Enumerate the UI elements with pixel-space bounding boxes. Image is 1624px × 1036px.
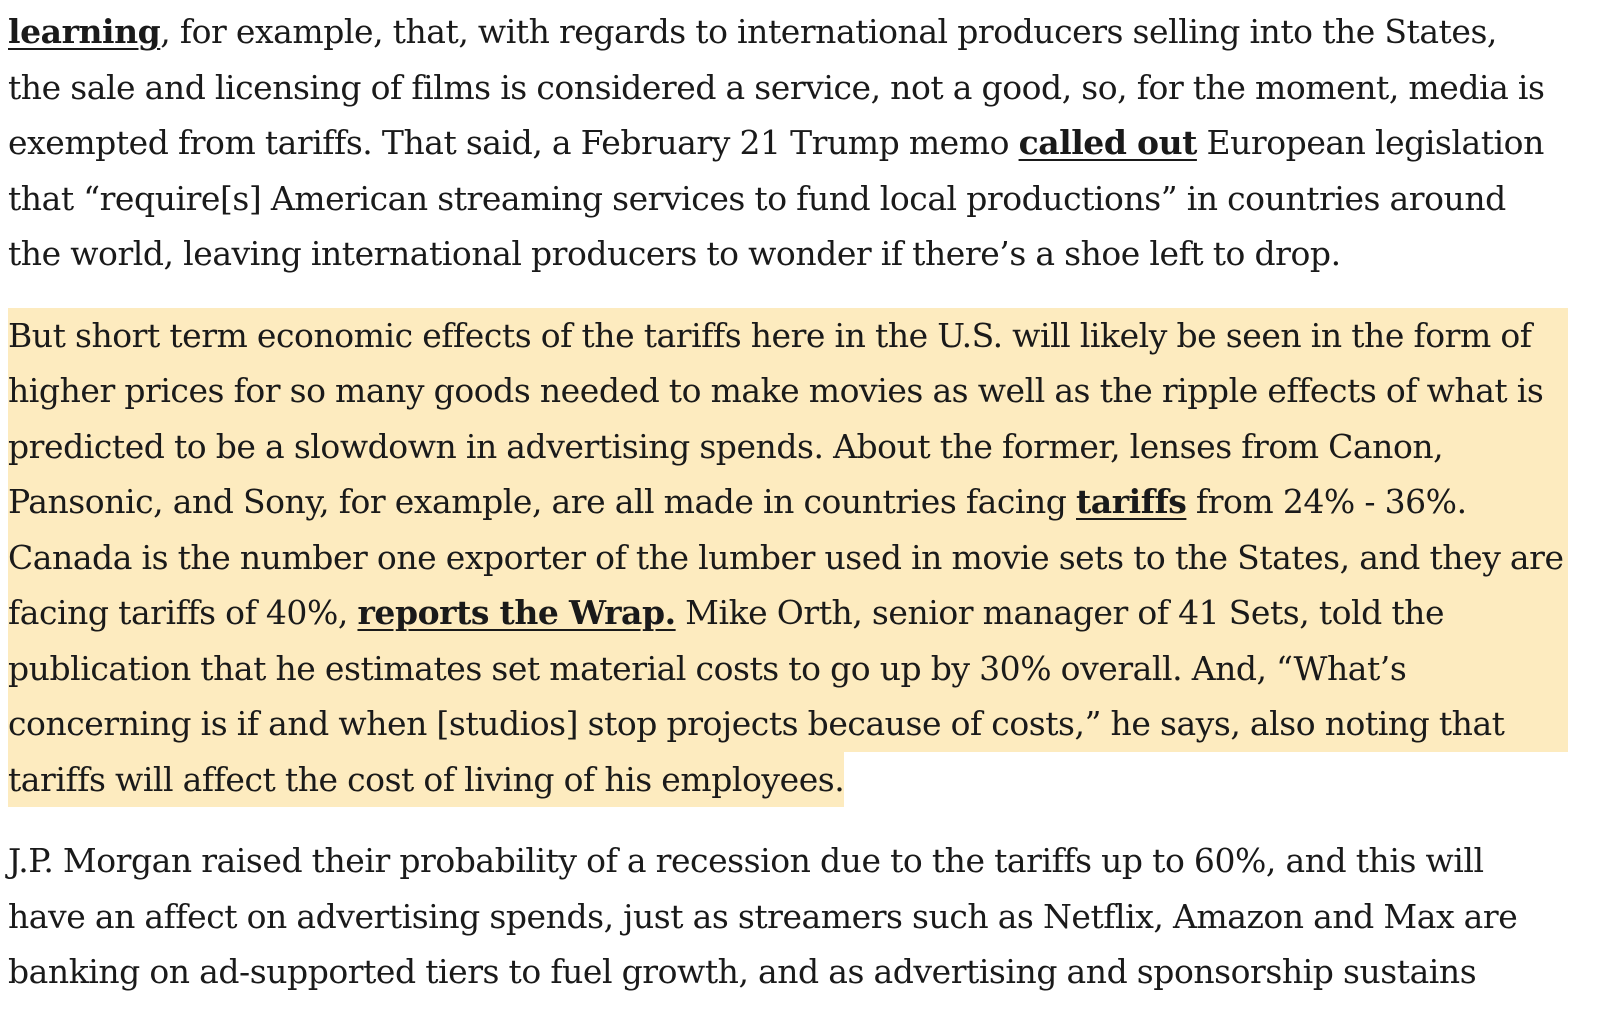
paragraph-2-line-8: concerning is if and when [studios] stop… [8,696,1568,752]
paragraph-2-line-2: higher prices for so many goods needed t… [8,363,1568,419]
paragraph-3-line-2: have an affect on advertising spends, ju… [8,896,1518,936]
paragraph-1-line-3-post: European legislation [1196,123,1544,162]
paragraph-1: learning, for example, that, with regard… [8,4,1568,282]
paragraph-1-line-2: the sale and licensing of films is consi… [8,67,1545,107]
paragraph-2-line-4: Pansonic, and Sony, for example, are all… [8,474,1568,530]
paragraph-3-line-3: banking on ad-supported tiers to fuel gr… [8,952,1477,991]
paragraph-2-line-7: publication that he estimates set materi… [8,640,1568,696]
paragraph-2-line-9-wrapper: tariffs will affect the cost of living o… [8,751,1568,807]
paragraph-3-line-1: J.P. Morgan raised their probability of … [8,841,1484,880]
paragraph-2-line-9: tariffs will affect the cost of living o… [8,751,845,807]
article-body: learning, for example, that, with regard… [8,4,1568,1026]
paragraph-2-highlighted: But short term economic effects of the t… [8,307,1568,807]
paragraph-2-line-3: predicted to be a slowdown in advertisin… [8,418,1568,474]
tariffs-link[interactable]: tariffs [1076,482,1187,521]
paragraph-1-line-4: that “require[s] American streaming serv… [8,178,1506,218]
learning-link[interactable]: learning [8,12,161,51]
paragraph-1-line-5: the world, leaving international produce… [8,234,1341,273]
paragraph-1-line-3-pre: exempted from tariffs. That said, a Febr… [8,123,1019,162]
paragraph-1-line-1-text: , for example, that, with regards to int… [160,12,1497,51]
paragraph-2-line-6-post: Mike Orth, senior manager of 41 Sets, to… [675,593,1445,632]
paragraph-1-line-3: exempted from tariffs. That said, a Febr… [8,115,1568,171]
paragraph-2-line-4-pre: Pansonic, and Sony, for example, are all… [8,482,1077,521]
paragraph-2-line-5: Canada is the number one exporter of the… [8,529,1568,585]
paragraph-1-line-1: learning, for example, that, with regard… [8,4,1568,60]
paragraph-2-line-6: facing tariffs of 40%, reports the Wrap.… [8,585,1568,641]
paragraph-2-line-6-pre: facing tariffs of 40%, [8,593,358,632]
called-out-link[interactable]: called out [1018,123,1198,162]
paragraph-3: J.P. Morgan raised their probability of … [8,833,1568,1000]
reports-the-wrap-link[interactable]: reports the Wrap. [357,593,676,632]
paragraph-2-line-4-post: from 24% - 36%. [1186,482,1467,521]
paragraph-2-line-1: But short term economic effects of the t… [8,307,1568,363]
